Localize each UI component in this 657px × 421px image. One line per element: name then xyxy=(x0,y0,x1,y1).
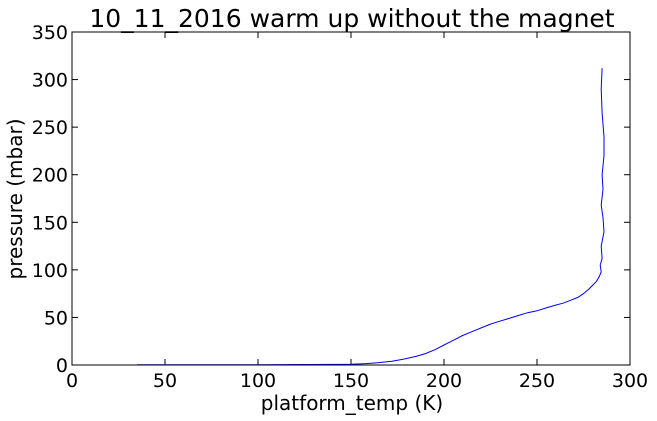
x-tick-label: 50 xyxy=(153,370,177,392)
x-tick-label: 100 xyxy=(240,370,276,392)
y-tick-label: 150 xyxy=(32,212,68,234)
chart-title: 10_11_2016 warm up without the magnet xyxy=(89,4,614,33)
x-tick-label: 200 xyxy=(426,370,462,392)
plot-frame xyxy=(71,31,631,366)
x-tick-label: 150 xyxy=(333,370,369,392)
y-tick-label: 200 xyxy=(32,165,68,187)
x-tick-label: 0 xyxy=(66,370,78,392)
y-axis-ticks: 0 50 100 150 200 250 300 350 xyxy=(32,22,630,377)
y-tick-label: 350 xyxy=(32,22,68,44)
x-tick-label: 250 xyxy=(519,370,555,392)
x-tick-label: 300 xyxy=(612,370,648,392)
y-axis-label: pressure (mbar) xyxy=(3,118,27,279)
x-axis-ticks: 0 50 100 150 200 250 300 xyxy=(66,32,648,392)
y-tick-label: 250 xyxy=(32,117,68,139)
y-tick-label: 100 xyxy=(32,260,68,282)
y-tick-label: 300 xyxy=(32,70,68,92)
y-tick-label: 50 xyxy=(44,307,68,329)
x-axis-label: platform_temp (K) xyxy=(261,391,443,415)
y-tick-label: 0 xyxy=(56,355,68,377)
pressure-series-line xyxy=(137,68,605,366)
